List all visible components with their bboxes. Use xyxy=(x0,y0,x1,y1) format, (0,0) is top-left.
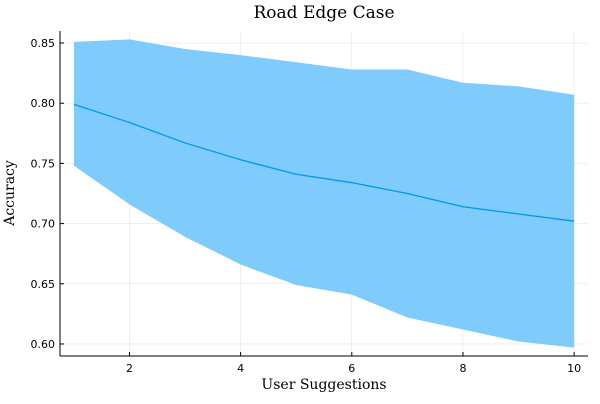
x-tick-label: 10 xyxy=(567,362,581,375)
confidence-band xyxy=(74,39,574,347)
y-tick-label: 0.60 xyxy=(31,338,56,351)
confidence-band-layer xyxy=(74,39,574,347)
y-tick-label: 0.70 xyxy=(31,218,56,231)
chart-title: Road Edge Case xyxy=(253,3,394,23)
x-axis-label: User Suggestions xyxy=(261,377,386,393)
x-tick-label: 2 xyxy=(126,362,133,375)
y-tick-label: 0.85 xyxy=(31,37,56,50)
y-tick-label: 0.80 xyxy=(31,97,56,110)
y-tick-label: 0.75 xyxy=(31,157,56,170)
y-tick-label: 0.65 xyxy=(31,278,56,291)
y-axis-label: Accuracy xyxy=(2,160,18,227)
x-tick-label: 4 xyxy=(237,362,244,375)
x-tick-label: 8 xyxy=(459,362,466,375)
x-tick-label: 6 xyxy=(348,362,355,375)
